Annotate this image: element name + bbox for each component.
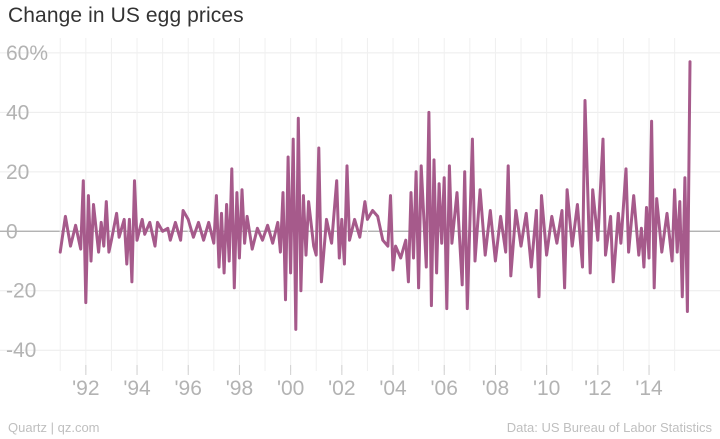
series-layer [58,60,692,331]
x-tick-label: '04 [379,377,407,400]
series-line [58,60,692,331]
x-tick-label: '08 [482,377,509,400]
y-tick-label: -40 [6,339,36,362]
footer-credit: Quartz | qz.com [8,420,100,435]
x-tick-label: '12 [584,377,611,400]
x-tick-label: '02 [328,377,355,400]
x-tick-label: '00 [277,377,304,400]
x-tick-label: '94 [123,377,151,400]
y-tick-label: 60% [6,42,48,65]
y-tick-label: -20 [6,280,36,303]
x-tick-label: '92 [72,377,99,400]
x-tick-label: '06 [431,377,458,400]
y-tick-label: 0 [6,220,18,243]
footer-source: Data: US Bureau of Labor Statistics [506,420,712,435]
x-tick-label: '10 [533,377,560,400]
y-tick-label: 20 [6,161,29,184]
x-axis-labels: '92 '94 '96 '98 '00 '02 '04 '06 '08 '10 '12 '14 [72,377,663,400]
x-tick-label: '96 [175,377,202,400]
x-tick-label: '98 [226,377,253,400]
y-axis-labels: 60% 40 20 0 -20 -40 [6,42,48,362]
chart-title: Change in US egg prices [8,4,244,27]
y-tick-label: 40 [6,101,29,124]
x-tick-label: '14 [635,377,663,400]
